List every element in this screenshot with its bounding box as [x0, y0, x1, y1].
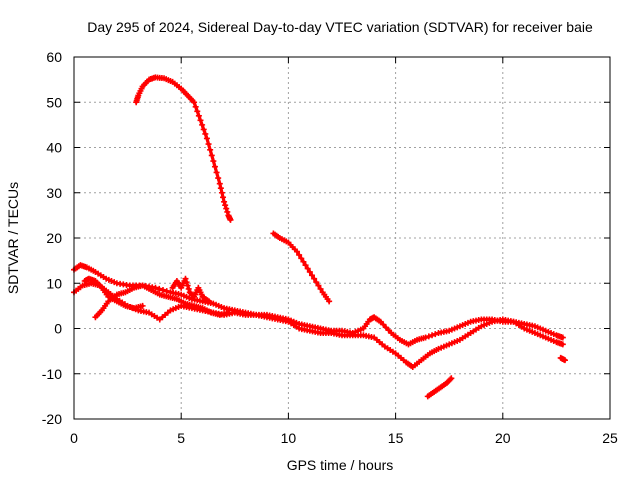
y-axis-label: SDTVAR / TECUs: [5, 182, 21, 294]
data-point: [222, 202, 229, 209]
data-point: [202, 130, 209, 137]
data-point: [200, 126, 207, 133]
y-tick-label: 20: [46, 230, 62, 246]
data-point: [192, 103, 199, 110]
data-point: [205, 141, 212, 148]
grid: [74, 57, 610, 419]
data-point: [217, 185, 224, 192]
x-axis-label: GPS time / hours: [287, 457, 394, 473]
data-point: [225, 309, 232, 316]
data-point: [422, 334, 429, 341]
data-point: [429, 332, 436, 339]
data-point: [308, 272, 315, 279]
data-point: [296, 251, 303, 258]
y-tick-label: 0: [54, 321, 62, 337]
data-point: [184, 282, 191, 289]
data-point: [561, 357, 568, 364]
series-track-short-low: [424, 375, 455, 400]
x-tick-label: 15: [388, 430, 404, 446]
y-tick-label: -10: [42, 366, 62, 382]
data-point: [313, 279, 320, 286]
series-track-bump-5: [169, 275, 213, 305]
data-point: [227, 216, 234, 223]
series-track-early-loop-b: [92, 282, 232, 321]
data-point: [163, 288, 170, 295]
data-point: [203, 135, 210, 142]
data-point: [317, 285, 324, 292]
data-point: [194, 108, 201, 115]
y-tick-label: 50: [46, 94, 62, 110]
y-tick-label: 10: [46, 275, 62, 291]
data-point: [224, 208, 231, 215]
data-point: [326, 298, 333, 305]
data-point: [559, 341, 566, 348]
data-point: [315, 282, 322, 289]
series-track-mid-descend: [270, 230, 333, 305]
data-point: [197, 117, 204, 124]
data-point: [215, 175, 222, 182]
data-point: [191, 99, 198, 106]
data-point: [206, 298, 213, 305]
data-point: [311, 275, 318, 282]
data-point: [300, 258, 307, 265]
series-track-end-dot: [557, 354, 568, 364]
data-point: [195, 112, 202, 119]
data-point: [302, 262, 309, 269]
data-point: [218, 189, 225, 196]
data-point: [185, 285, 192, 292]
chart-title: Day 295 of 2024, Sidereal Day-to-day VTE…: [87, 19, 593, 35]
data-marks: [71, 74, 568, 400]
x-tick-label: 10: [281, 430, 297, 446]
y-tick-label: -20: [42, 411, 62, 427]
data-point: [199, 121, 206, 128]
y-tick-label: 40: [46, 140, 62, 156]
data-point: [306, 268, 313, 275]
data-point: [559, 334, 566, 341]
data-point: [208, 152, 215, 159]
x-tick-label: 20: [495, 430, 511, 446]
series-track-high-arc: [133, 74, 234, 223]
data-point: [139, 302, 146, 309]
series-track: [134, 75, 233, 222]
data-point: [211, 163, 218, 170]
axis-ticks: 0 5 10 15 20 25 -20 -10 0 10 20 30 40 50 60: [42, 49, 618, 446]
data-point: [221, 198, 228, 205]
y-tick-label: 60: [46, 49, 62, 65]
data-point: [216, 180, 223, 187]
data-point: [293, 248, 300, 255]
data-point: [156, 285, 163, 292]
data-point: [183, 279, 190, 286]
data-point: [210, 158, 217, 165]
data-point: [159, 287, 166, 294]
x-tick-label: 5: [177, 430, 185, 446]
data-point: [298, 255, 305, 262]
data-point: [304, 265, 311, 272]
data-point: [447, 376, 454, 383]
y-tick-label: 30: [46, 185, 62, 201]
x-tick-label: 0: [70, 430, 78, 446]
data-point: [448, 375, 455, 382]
data-point: [207, 146, 214, 153]
data-point: [432, 331, 439, 338]
data-point: [223, 205, 230, 212]
data-point: [220, 194, 227, 201]
x-tick-label: 25: [602, 430, 618, 446]
data-point: [213, 169, 220, 176]
data-point: [182, 275, 189, 282]
data-point: [425, 333, 432, 340]
